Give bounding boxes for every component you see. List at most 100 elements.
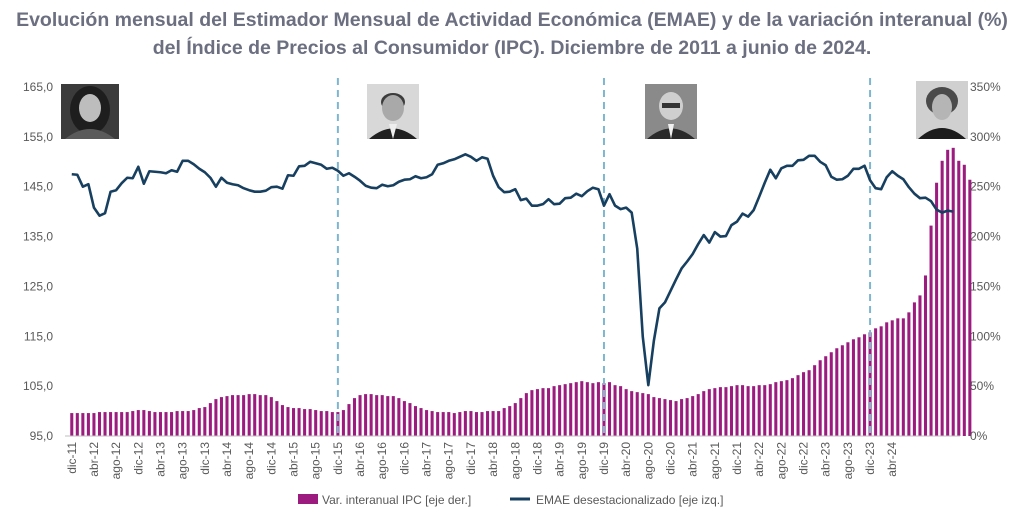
ipc-bar — [292, 408, 296, 436]
x-tick-label: ago-18 — [508, 442, 522, 480]
x-tick-label: dic-14 — [264, 442, 278, 475]
ipc-bar — [275, 401, 279, 436]
y-left-tick-label: 115,0 — [24, 329, 53, 343]
ipc-bar — [824, 356, 828, 436]
president-portrait-1-icon — [61, 84, 119, 139]
ipc-bar — [513, 403, 517, 436]
ipc-bar — [502, 408, 506, 436]
ipc-bar — [170, 412, 174, 436]
ipc-bar — [785, 380, 789, 436]
ipc-bar — [696, 394, 700, 436]
ipc-bar — [802, 372, 806, 436]
ipc-bar — [269, 397, 273, 436]
x-tick-label: abr-23 — [819, 442, 833, 477]
president-portrait-3-icon — [645, 84, 697, 139]
ipc-bar — [630, 391, 634, 436]
ipc-bar — [397, 398, 401, 436]
ipc-bar — [524, 393, 528, 436]
chart-title-line-2: del Índice de Precios al Consumidor (IPC… — [152, 37, 872, 59]
ipc-bar — [447, 412, 451, 436]
ipc-bar — [763, 385, 767, 436]
ipc-bar — [358, 395, 362, 436]
ipc-bar — [713, 388, 717, 436]
x-tick-label: abr-19 — [553, 442, 567, 477]
ipc-bar — [120, 412, 124, 436]
y-left-tick-label: 95,0 — [30, 429, 54, 443]
x-tick-label: ago-15 — [309, 442, 323, 480]
ipc-bar — [541, 388, 545, 436]
legend: Var. interanual IPC [eje der.] EMAE dese… — [298, 493, 723, 507]
ipc-bar — [336, 412, 340, 436]
y-left-tick-label: 165,0 — [23, 80, 53, 94]
ipc-bar — [430, 411, 434, 436]
ipc-bar — [624, 389, 628, 436]
ipc-bar — [330, 412, 334, 436]
ipc-bar — [131, 411, 135, 436]
ipc-bar — [164, 412, 168, 436]
x-tick-label: dic-12 — [131, 442, 145, 475]
ipc-bar — [752, 386, 756, 436]
ipc-bar — [641, 393, 645, 436]
ipc-bar — [314, 410, 318, 436]
ipc-bar — [890, 320, 894, 436]
ipc-bar — [109, 412, 113, 436]
ipc-bar — [585, 382, 589, 436]
y-left-tick-label: 145,0 — [23, 180, 53, 194]
x-tick-label: ago-16 — [375, 442, 389, 480]
ipc-bar — [136, 410, 140, 436]
ipc-bar — [901, 318, 905, 436]
ipc-bar — [729, 386, 733, 436]
ipc-bar — [491, 411, 495, 436]
ipc-bar — [297, 408, 301, 436]
ipc-bar — [369, 394, 373, 436]
ipc-bar — [530, 390, 534, 436]
x-tick-label: abr-16 — [353, 442, 367, 477]
ipc-bar — [768, 384, 772, 436]
ipc-bar — [81, 413, 85, 436]
x-tick-label: ago-21 — [708, 442, 722, 480]
ipc-bar — [657, 398, 661, 436]
ipc-bar — [668, 400, 673, 436]
ipc-bar — [308, 409, 312, 436]
ipc-bar — [796, 375, 800, 436]
ipc-bar — [663, 399, 667, 436]
x-tick-label: ago-23 — [841, 442, 855, 480]
ipc-bar — [264, 395, 268, 436]
ipc-bar — [757, 385, 761, 436]
ipc-bar — [846, 342, 850, 436]
x-tick-label: abr-24 — [885, 442, 899, 477]
ipc-bar — [547, 388, 551, 436]
ipc-bar — [907, 312, 911, 436]
x-tick-label: dic-13 — [198, 442, 212, 475]
ipc-bar — [364, 394, 368, 436]
ipc-bar — [613, 385, 617, 436]
ipc-bar — [214, 399, 218, 436]
x-tick-label: ago-22 — [774, 442, 788, 480]
ipc-bar — [103, 412, 107, 436]
x-tick-label: abr-18 — [486, 442, 500, 477]
chart-title-line-1: Evolución mensual del Estimador Mensual … — [16, 9, 1008, 31]
ipc-bar — [563, 384, 567, 436]
ipc-bar — [452, 413, 456, 436]
ipc-bar — [225, 396, 229, 436]
ipc-bar — [386, 396, 390, 436]
ipc-bar — [391, 396, 395, 436]
x-tick-label: abr-13 — [154, 442, 168, 477]
ipc-bar — [231, 395, 235, 436]
ipc-bar — [912, 302, 916, 436]
ipc-bar — [319, 411, 323, 436]
x-tick-label: dic-23 — [863, 442, 877, 475]
ipc-bar — [552, 386, 556, 436]
ipc-bar — [724, 387, 728, 436]
ipc-bar — [558, 385, 562, 436]
ipc-bar — [735, 385, 739, 436]
x-tick-label: dic-20 — [664, 442, 678, 475]
ipc-bar — [497, 411, 501, 436]
chart-title: Evolución mensual del Estimador Mensual … — [0, 6, 1024, 62]
ipc-bar — [181, 411, 185, 436]
ipc-bar — [158, 412, 162, 436]
ipc-bar — [375, 395, 379, 436]
ipc-bar — [851, 339, 855, 436]
ipc-bar — [829, 352, 833, 436]
x-tick-label: dic-15 — [331, 442, 345, 475]
